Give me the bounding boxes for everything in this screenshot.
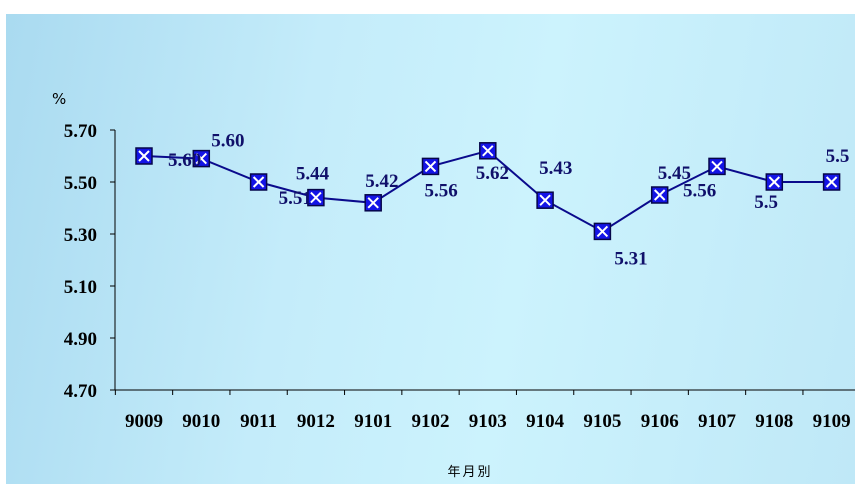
data-label: 5.62 (476, 163, 509, 184)
x-tick-label: 9108 (755, 411, 793, 432)
y-tick-label: 5.70 (64, 121, 97, 142)
data-label: 5.45 (658, 163, 691, 184)
data-point-marker (307, 188, 325, 207)
marker-cross (768, 176, 781, 188)
x-tick-label: 9106 (641, 411, 679, 432)
series-markers (135, 142, 841, 241)
x-tick-label: 9101 (354, 411, 392, 432)
y-tick-label: 4.90 (64, 329, 97, 350)
x-tick-label: 9104 (526, 411, 565, 432)
marker-cross (539, 194, 551, 206)
data-point-marker (249, 173, 268, 191)
marker-cross (195, 152, 208, 165)
data-point-marker (650, 186, 669, 204)
data-label: 5.51 (279, 188, 312, 209)
x-tick-label: 9107 (698, 411, 737, 432)
y-tick-label: 5.10 (64, 277, 97, 298)
data-label: 5.42 (365, 171, 398, 192)
left-margin (0, 0, 6, 484)
marker-cross (310, 191, 322, 204)
y-tick-label: 5.50 (64, 173, 97, 194)
x-tick-label: 9109 (813, 411, 851, 432)
data-label: 5.5 (754, 192, 778, 213)
data-point-marker (192, 149, 211, 168)
marker-cross (825, 176, 838, 188)
data-point-marker (708, 157, 726, 176)
data-label: 5.60 (211, 131, 244, 152)
data-point-marker (479, 142, 497, 160)
data-point-marker (536, 191, 554, 209)
x-tick-label: 9105 (583, 411, 621, 432)
marker-cross (596, 225, 609, 238)
data-label: 5.5 (826, 146, 850, 167)
marker-cross (653, 189, 666, 201)
y-axis-unit: % (52, 90, 66, 108)
marker-cross (711, 160, 723, 173)
marker-cross (482, 145, 494, 157)
data-labels: 5.60 5.60 5.51 5.44 5.42 5.56 5.62 5.43 5.31 5.45… (168, 131, 849, 270)
y-tick-label: 4.70 (64, 381, 97, 402)
data-point-marker (765, 173, 784, 191)
x-tick-label: 9009 (125, 411, 163, 432)
x-tick-label: 9102 (412, 411, 450, 432)
data-point-marker (364, 194, 382, 212)
marker-cross (424, 160, 437, 173)
data-label: 5.60 (168, 150, 201, 171)
data-label: 5.56 (425, 180, 458, 201)
y-tick-label: 5.30 (64, 225, 97, 246)
x-axis-title: 年月別 (447, 465, 492, 480)
x-tick-label: 9012 (297, 411, 335, 432)
marker-cross (138, 150, 150, 162)
data-point-marker (593, 222, 612, 241)
data-label: 5.44 (296, 164, 330, 185)
marker-cross (367, 197, 379, 209)
data-point-marker (421, 157, 440, 176)
x-tick-label: 9010 (182, 411, 220, 432)
top-margin (0, 0, 855, 14)
data-point-marker (822, 173, 841, 191)
data-label: 5.43 (539, 158, 572, 179)
data-point-marker (135, 147, 153, 165)
x-tick-label: 9011 (240, 411, 277, 432)
data-label: 5.56 (683, 180, 716, 201)
marker-cross (252, 176, 265, 188)
axes: 4.70 4.90 5.10 5.30 5.50 5.70 9009 9010 9011 9012… (64, 121, 855, 432)
x-tick-label: 9103 (469, 411, 507, 432)
data-label: 5.31 (614, 248, 647, 269)
